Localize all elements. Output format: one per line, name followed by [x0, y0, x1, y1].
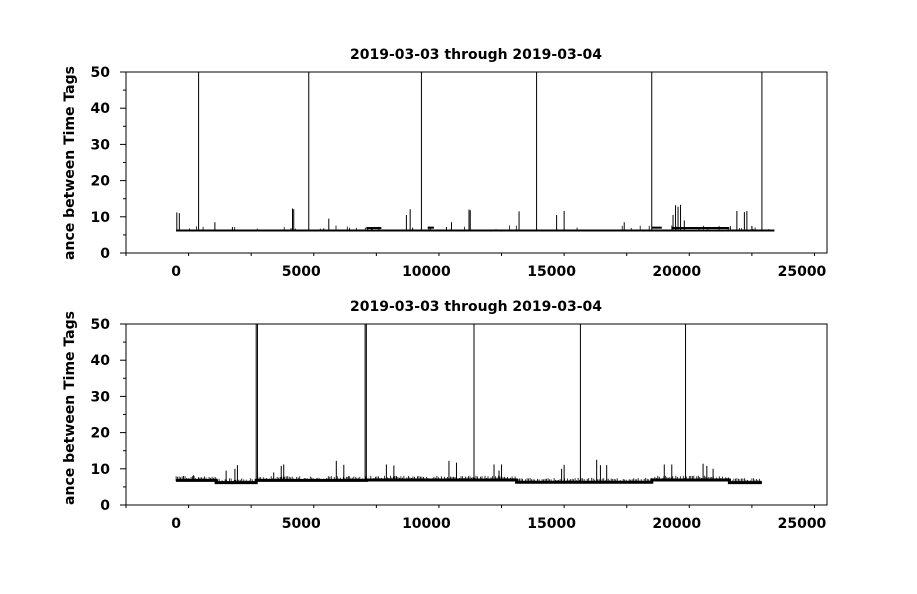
x-tick-label: 0	[171, 516, 181, 532]
y-tick-label: 0	[100, 246, 110, 262]
series-top	[176, 72, 775, 232]
x-tick-label: 5000	[282, 516, 321, 532]
y-tick-label: 10	[91, 210, 111, 226]
y-tick-label: 40	[91, 353, 111, 369]
y-axis-label-bottom: ance between Time Tags	[62, 311, 78, 505]
chart-title-bottom: 2019-03-03 through 2019-03-04	[350, 299, 602, 315]
y-tick-label: 30	[91, 137, 111, 153]
x-tick-label: 10000	[402, 516, 451, 532]
y-tick-label: 10	[91, 462, 111, 478]
y-tick-label: 0	[100, 498, 110, 514]
x-ticks-bottom: 0 5000 10000 15000 20000 25000	[125, 505, 827, 532]
x-tick-label: 0	[171, 264, 181, 280]
series-noise	[189, 225, 770, 231]
x-tick-label: 15000	[527, 264, 576, 280]
y-tick-label: 30	[91, 389, 111, 405]
x-tick-label: 5000	[282, 264, 321, 280]
y-ticks-top: 0 10 20 30 40 50	[91, 65, 126, 262]
series-noise	[215, 478, 256, 484]
y-axis-label-top: ance between Time Tags	[62, 66, 78, 260]
series-bottom	[175, 324, 762, 485]
x-ticks-top: 0 5000 10000 15000 20000 25000	[125, 253, 827, 280]
y-tick-label: 20	[91, 174, 111, 190]
series-noise	[175, 476, 216, 482]
chart-panel-bottom: 2019-03-03 through 2019-03-04 ance betwe…	[62, 299, 828, 532]
series-noise	[729, 478, 762, 484]
y-tick-label: 40	[91, 101, 111, 117]
y-tick-label: 50	[91, 317, 111, 333]
x-tick-label: 25000	[778, 516, 827, 532]
y-tick-label: 20	[91, 426, 111, 442]
y-tick-label: 50	[91, 65, 111, 81]
plot-frame-top	[125, 71, 828, 254]
plot-frame-bottom	[125, 323, 828, 506]
x-tick-label: 20000	[652, 516, 701, 532]
chart-title-top: 2019-03-03 through 2019-03-04	[350, 47, 602, 63]
y-ticks-bottom: 0 10 20 30 40 50	[91, 317, 126, 514]
x-tick-label: 25000	[778, 264, 827, 280]
chart-panel-top: 2019-03-03 through 2019-03-04 ance betwe…	[62, 47, 828, 280]
x-tick-label: 10000	[402, 264, 451, 280]
x-tick-label: 20000	[652, 264, 701, 280]
x-tick-label: 15000	[527, 516, 576, 532]
